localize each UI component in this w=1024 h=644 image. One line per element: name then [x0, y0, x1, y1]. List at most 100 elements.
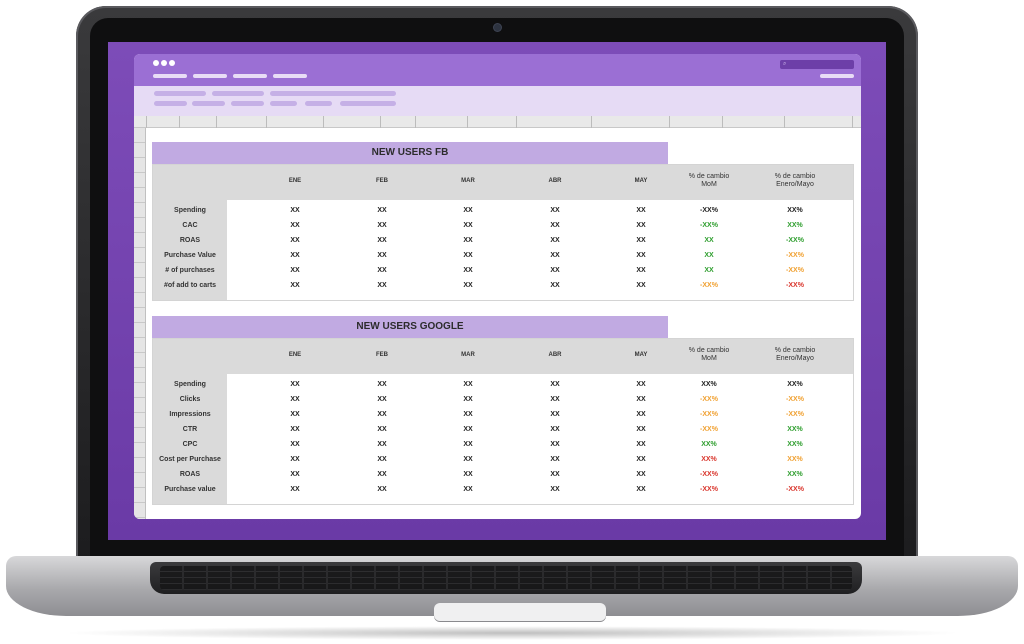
- table-cell[interactable]: XX: [290, 282, 300, 289]
- window-maximize-dot[interactable]: [169, 60, 175, 66]
- table-cell[interactable]: XX: [377, 486, 387, 493]
- table-cell[interactable]: XX: [636, 267, 646, 274]
- mom-change-cell[interactable]: -XX%: [700, 426, 718, 433]
- table-cell[interactable]: XX: [377, 252, 387, 259]
- table-cell[interactable]: XX: [290, 237, 300, 244]
- table-cell[interactable]: XX: [290, 471, 300, 478]
- table-cell[interactable]: XX: [550, 222, 560, 229]
- table-cell[interactable]: XX: [377, 207, 387, 214]
- table-cell[interactable]: XX: [377, 282, 387, 289]
- table-cell[interactable]: XX: [290, 222, 300, 229]
- mom-change-cell[interactable]: XX: [704, 267, 714, 274]
- table-cell[interactable]: XX: [377, 396, 387, 403]
- mom-change-cell[interactable]: XX: [704, 252, 714, 259]
- table-cell[interactable]: XX: [290, 411, 300, 418]
- table-cell[interactable]: XX: [463, 381, 473, 388]
- table-cell[interactable]: XX: [636, 471, 646, 478]
- table-cell[interactable]: XX: [550, 282, 560, 289]
- jan-may-change-cell[interactable]: XX%: [787, 222, 803, 229]
- window-close-dot[interactable]: [153, 60, 159, 66]
- table-cell[interactable]: XX: [463, 267, 473, 274]
- search-input[interactable]: ⌕: [780, 60, 854, 69]
- table-cell[interactable]: XX: [290, 267, 300, 274]
- table-cell[interactable]: XX: [463, 252, 473, 259]
- toolbar-placeholder[interactable]: [270, 101, 297, 106]
- table-cell[interactable]: XX: [550, 237, 560, 244]
- jan-may-change-cell[interactable]: -XX%: [786, 282, 804, 289]
- mom-change-cell[interactable]: -XX%: [700, 282, 718, 289]
- toolbar-placeholder[interactable]: [231, 101, 264, 106]
- table-cell[interactable]: XX: [377, 471, 387, 478]
- table-cell[interactable]: XX: [290, 396, 300, 403]
- table-cell[interactable]: XX: [636, 237, 646, 244]
- table-cell[interactable]: XX: [550, 441, 560, 448]
- jan-may-change-cell[interactable]: XX%: [787, 456, 803, 463]
- table-cell[interactable]: XX: [290, 207, 300, 214]
- mom-change-cell[interactable]: XX: [704, 237, 714, 244]
- table-cell[interactable]: XX: [636, 411, 646, 418]
- toolbar-placeholder[interactable]: [154, 101, 187, 106]
- jan-may-change-cell[interactable]: -XX%: [786, 486, 804, 493]
- jan-may-change-cell[interactable]: -XX%: [786, 411, 804, 418]
- table-cell[interactable]: XX: [636, 207, 646, 214]
- table-cell[interactable]: XX: [377, 267, 387, 274]
- table-cell[interactable]: XX: [550, 396, 560, 403]
- jan-may-change-cell[interactable]: -XX%: [786, 267, 804, 274]
- jan-may-change-cell[interactable]: XX%: [787, 471, 803, 478]
- mom-change-cell[interactable]: -XX%: [700, 207, 718, 214]
- table-cell[interactable]: XX: [463, 222, 473, 229]
- tab-placeholder[interactable]: [273, 74, 307, 78]
- table-cell[interactable]: XX: [290, 441, 300, 448]
- table-cell[interactable]: XX: [636, 426, 646, 433]
- table-cell[interactable]: XX: [290, 486, 300, 493]
- mom-change-cell[interactable]: -XX%: [700, 396, 718, 403]
- table-cell[interactable]: XX: [463, 456, 473, 463]
- table-cell[interactable]: XX: [377, 411, 387, 418]
- mom-change-cell[interactable]: -XX%: [700, 222, 718, 229]
- table-cell[interactable]: XX: [550, 471, 560, 478]
- table-cell[interactable]: XX: [377, 381, 387, 388]
- toolbar-placeholder[interactable]: [154, 91, 206, 96]
- table-cell[interactable]: XX: [463, 282, 473, 289]
- table-cell[interactable]: XX: [550, 267, 560, 274]
- table-cell[interactable]: XX: [550, 456, 560, 463]
- table-cell[interactable]: XX: [550, 207, 560, 214]
- table-cell[interactable]: XX: [290, 456, 300, 463]
- table-cell[interactable]: XX: [550, 381, 560, 388]
- table-cell[interactable]: XX: [636, 252, 646, 259]
- table-cell[interactable]: XX: [290, 252, 300, 259]
- mom-change-cell[interactable]: XX%: [701, 441, 717, 448]
- table-cell[interactable]: XX: [636, 222, 646, 229]
- table-cell[interactable]: XX: [550, 486, 560, 493]
- account-placeholder[interactable]: [820, 74, 854, 78]
- jan-may-change-cell[interactable]: -XX%: [786, 237, 804, 244]
- tab-placeholder[interactable]: [233, 74, 267, 78]
- table-cell[interactable]: XX: [377, 456, 387, 463]
- toolbar-placeholder[interactable]: [270, 91, 396, 96]
- jan-may-change-cell[interactable]: -XX%: [786, 252, 804, 259]
- mom-change-cell[interactable]: -XX%: [700, 486, 718, 493]
- mom-change-cell[interactable]: -XX%: [700, 411, 718, 418]
- table-cell[interactable]: XX: [463, 396, 473, 403]
- table-cell[interactable]: XX: [377, 222, 387, 229]
- table-cell[interactable]: XX: [636, 441, 646, 448]
- tab-placeholder[interactable]: [153, 74, 187, 78]
- toolbar-placeholder[interactable]: [340, 101, 396, 106]
- table-cell[interactable]: XX: [550, 426, 560, 433]
- table-cell[interactable]: XX: [636, 381, 646, 388]
- jan-may-change-cell[interactable]: XX%: [787, 207, 803, 214]
- jan-may-change-cell[interactable]: -XX%: [786, 396, 804, 403]
- tab-placeholder[interactable]: [193, 74, 227, 78]
- jan-may-change-cell[interactable]: XX%: [787, 426, 803, 433]
- table-cell[interactable]: XX: [463, 441, 473, 448]
- table-cell[interactable]: XX: [290, 426, 300, 433]
- table-cell[interactable]: XX: [463, 207, 473, 214]
- table-cell[interactable]: XX: [636, 486, 646, 493]
- mom-change-cell[interactable]: XX%: [701, 456, 717, 463]
- toolbar-placeholder[interactable]: [192, 101, 225, 106]
- mom-change-cell[interactable]: XX%: [701, 381, 717, 388]
- table-cell[interactable]: XX: [290, 381, 300, 388]
- table-cell[interactable]: XX: [636, 282, 646, 289]
- table-cell[interactable]: XX: [463, 471, 473, 478]
- table-cell[interactable]: XX: [636, 396, 646, 403]
